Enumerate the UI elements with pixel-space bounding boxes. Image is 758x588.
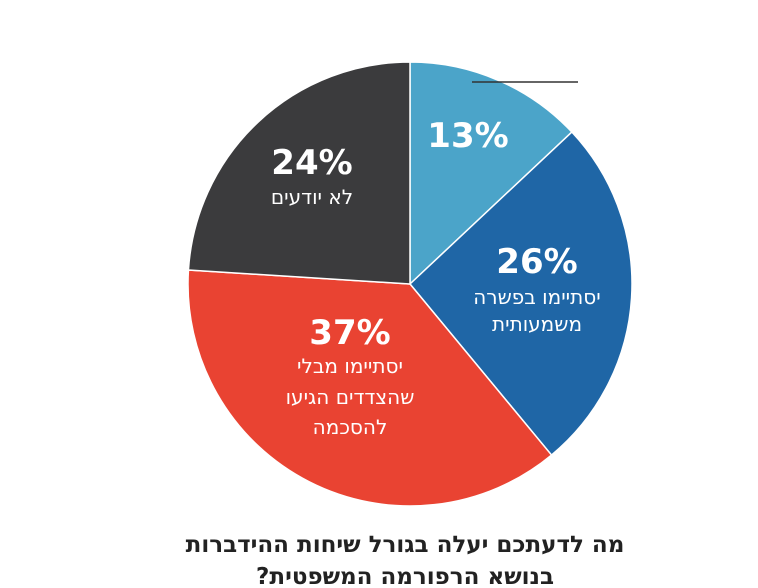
pie-slice-13: [409, 61, 573, 286]
slice-category-label: משמעותית: [492, 312, 582, 336]
pie-slice-26: [408, 130, 633, 457]
slice-percent-label: 13%: [427, 116, 508, 156]
chart-title-line-2: בנושא הרפורמה המשפטית?: [256, 564, 554, 588]
slice-category-label: להסכמה: [313, 415, 388, 439]
slice-category-label: יסתיימו בפשרה: [473, 285, 601, 309]
slice-category-label: לא יודעים: [271, 185, 353, 209]
slice-percent-label: 26%: [496, 242, 577, 282]
pie-slice-37: [187, 269, 553, 507]
slice-percent-label: 37%: [309, 313, 390, 353]
pie-slice-24: [187, 61, 411, 285]
slice-category-label: יסתיימו מבלי: [297, 354, 403, 378]
slice-category-label: שהצדדים הגיעו: [286, 385, 415, 409]
chart-title-line-1: מה לדעתכם יעלה בגורל שיחות ההידברות: [186, 532, 625, 558]
slice-percent-label: 24%: [271, 143, 352, 183]
